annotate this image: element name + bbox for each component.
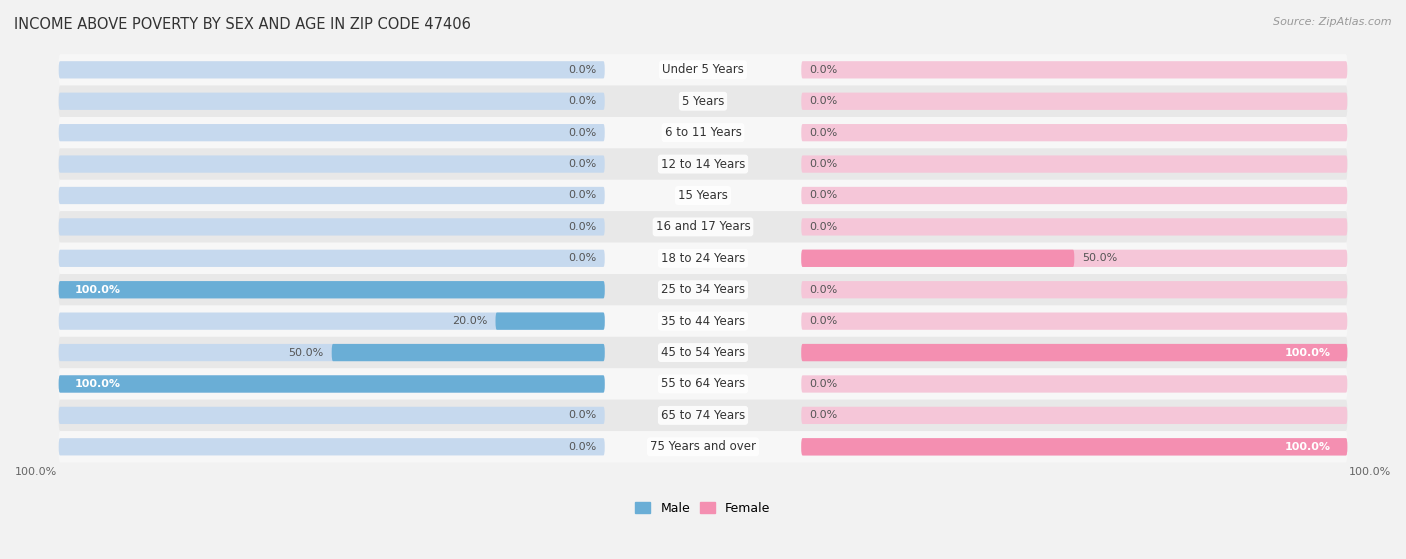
FancyBboxPatch shape [59, 93, 605, 110]
Text: 0.0%: 0.0% [810, 222, 838, 232]
Text: 0.0%: 0.0% [568, 159, 596, 169]
Text: 0.0%: 0.0% [568, 222, 596, 232]
FancyBboxPatch shape [59, 400, 1347, 431]
FancyBboxPatch shape [59, 407, 605, 424]
Text: 5 Years: 5 Years [682, 95, 724, 108]
FancyBboxPatch shape [59, 124, 605, 141]
FancyBboxPatch shape [59, 305, 1347, 337]
Text: 50.0%: 50.0% [1083, 253, 1118, 263]
Text: 100.0%: 100.0% [75, 379, 121, 389]
Text: 50.0%: 50.0% [288, 348, 323, 358]
Text: 0.0%: 0.0% [810, 285, 838, 295]
Text: 0.0%: 0.0% [810, 191, 838, 201]
Text: 20.0%: 20.0% [451, 316, 488, 326]
FancyBboxPatch shape [495, 312, 605, 330]
FancyBboxPatch shape [59, 155, 605, 173]
Text: 55 to 64 Years: 55 to 64 Years [661, 377, 745, 391]
FancyBboxPatch shape [59, 281, 605, 299]
Text: 0.0%: 0.0% [568, 253, 596, 263]
FancyBboxPatch shape [59, 187, 605, 204]
FancyBboxPatch shape [801, 61, 1347, 78]
FancyBboxPatch shape [801, 124, 1347, 141]
FancyBboxPatch shape [59, 375, 605, 392]
FancyBboxPatch shape [59, 274, 1347, 305]
FancyBboxPatch shape [59, 54, 1347, 86]
FancyBboxPatch shape [59, 243, 1347, 274]
Text: 0.0%: 0.0% [568, 191, 596, 201]
Text: 0.0%: 0.0% [810, 65, 838, 75]
FancyBboxPatch shape [801, 218, 1347, 235]
FancyBboxPatch shape [59, 180, 1347, 211]
FancyBboxPatch shape [59, 337, 1347, 368]
Legend: Male, Female: Male, Female [630, 497, 776, 520]
Text: 0.0%: 0.0% [810, 410, 838, 420]
FancyBboxPatch shape [59, 344, 605, 361]
FancyBboxPatch shape [59, 61, 605, 78]
FancyBboxPatch shape [801, 250, 1074, 267]
Text: 0.0%: 0.0% [810, 316, 838, 326]
Text: 0.0%: 0.0% [810, 127, 838, 138]
FancyBboxPatch shape [801, 155, 1347, 173]
Text: 0.0%: 0.0% [568, 127, 596, 138]
FancyBboxPatch shape [801, 93, 1347, 110]
Text: 35 to 44 Years: 35 to 44 Years [661, 315, 745, 328]
Text: 16 and 17 Years: 16 and 17 Years [655, 220, 751, 234]
FancyBboxPatch shape [59, 218, 605, 235]
FancyBboxPatch shape [59, 86, 1347, 117]
FancyBboxPatch shape [801, 250, 1347, 267]
FancyBboxPatch shape [801, 375, 1347, 392]
Text: 100.0%: 100.0% [15, 467, 58, 477]
FancyBboxPatch shape [801, 344, 1347, 361]
FancyBboxPatch shape [801, 312, 1347, 330]
FancyBboxPatch shape [801, 187, 1347, 204]
Text: 15 Years: 15 Years [678, 189, 728, 202]
FancyBboxPatch shape [801, 438, 1347, 456]
FancyBboxPatch shape [59, 312, 605, 330]
Text: 75 Years and over: 75 Years and over [650, 440, 756, 453]
Text: 6 to 11 Years: 6 to 11 Years [665, 126, 741, 139]
Text: 18 to 24 Years: 18 to 24 Years [661, 252, 745, 265]
Text: 0.0%: 0.0% [568, 442, 596, 452]
Text: 12 to 14 Years: 12 to 14 Years [661, 158, 745, 170]
FancyBboxPatch shape [59, 375, 605, 392]
FancyBboxPatch shape [801, 438, 1347, 456]
FancyBboxPatch shape [801, 344, 1347, 361]
FancyBboxPatch shape [59, 368, 1347, 400]
Text: Under 5 Years: Under 5 Years [662, 63, 744, 77]
Text: 0.0%: 0.0% [568, 410, 596, 420]
Text: 0.0%: 0.0% [568, 65, 596, 75]
FancyBboxPatch shape [59, 250, 605, 267]
FancyBboxPatch shape [59, 117, 1347, 148]
Text: 100.0%: 100.0% [1348, 467, 1391, 477]
FancyBboxPatch shape [59, 211, 1347, 243]
Text: 100.0%: 100.0% [1285, 348, 1331, 358]
Text: 0.0%: 0.0% [810, 379, 838, 389]
FancyBboxPatch shape [59, 281, 605, 299]
Text: 45 to 54 Years: 45 to 54 Years [661, 346, 745, 359]
Text: INCOME ABOVE POVERTY BY SEX AND AGE IN ZIP CODE 47406: INCOME ABOVE POVERTY BY SEX AND AGE IN Z… [14, 17, 471, 32]
Text: 0.0%: 0.0% [810, 96, 838, 106]
FancyBboxPatch shape [59, 148, 1347, 180]
FancyBboxPatch shape [801, 281, 1347, 299]
FancyBboxPatch shape [801, 407, 1347, 424]
Text: Source: ZipAtlas.com: Source: ZipAtlas.com [1274, 17, 1392, 27]
FancyBboxPatch shape [59, 438, 605, 456]
Text: 65 to 74 Years: 65 to 74 Years [661, 409, 745, 422]
Text: 0.0%: 0.0% [568, 96, 596, 106]
Text: 100.0%: 100.0% [75, 285, 121, 295]
FancyBboxPatch shape [332, 344, 605, 361]
FancyBboxPatch shape [59, 431, 1347, 462]
Text: 0.0%: 0.0% [810, 159, 838, 169]
Text: 25 to 34 Years: 25 to 34 Years [661, 283, 745, 296]
Text: 100.0%: 100.0% [1285, 442, 1331, 452]
